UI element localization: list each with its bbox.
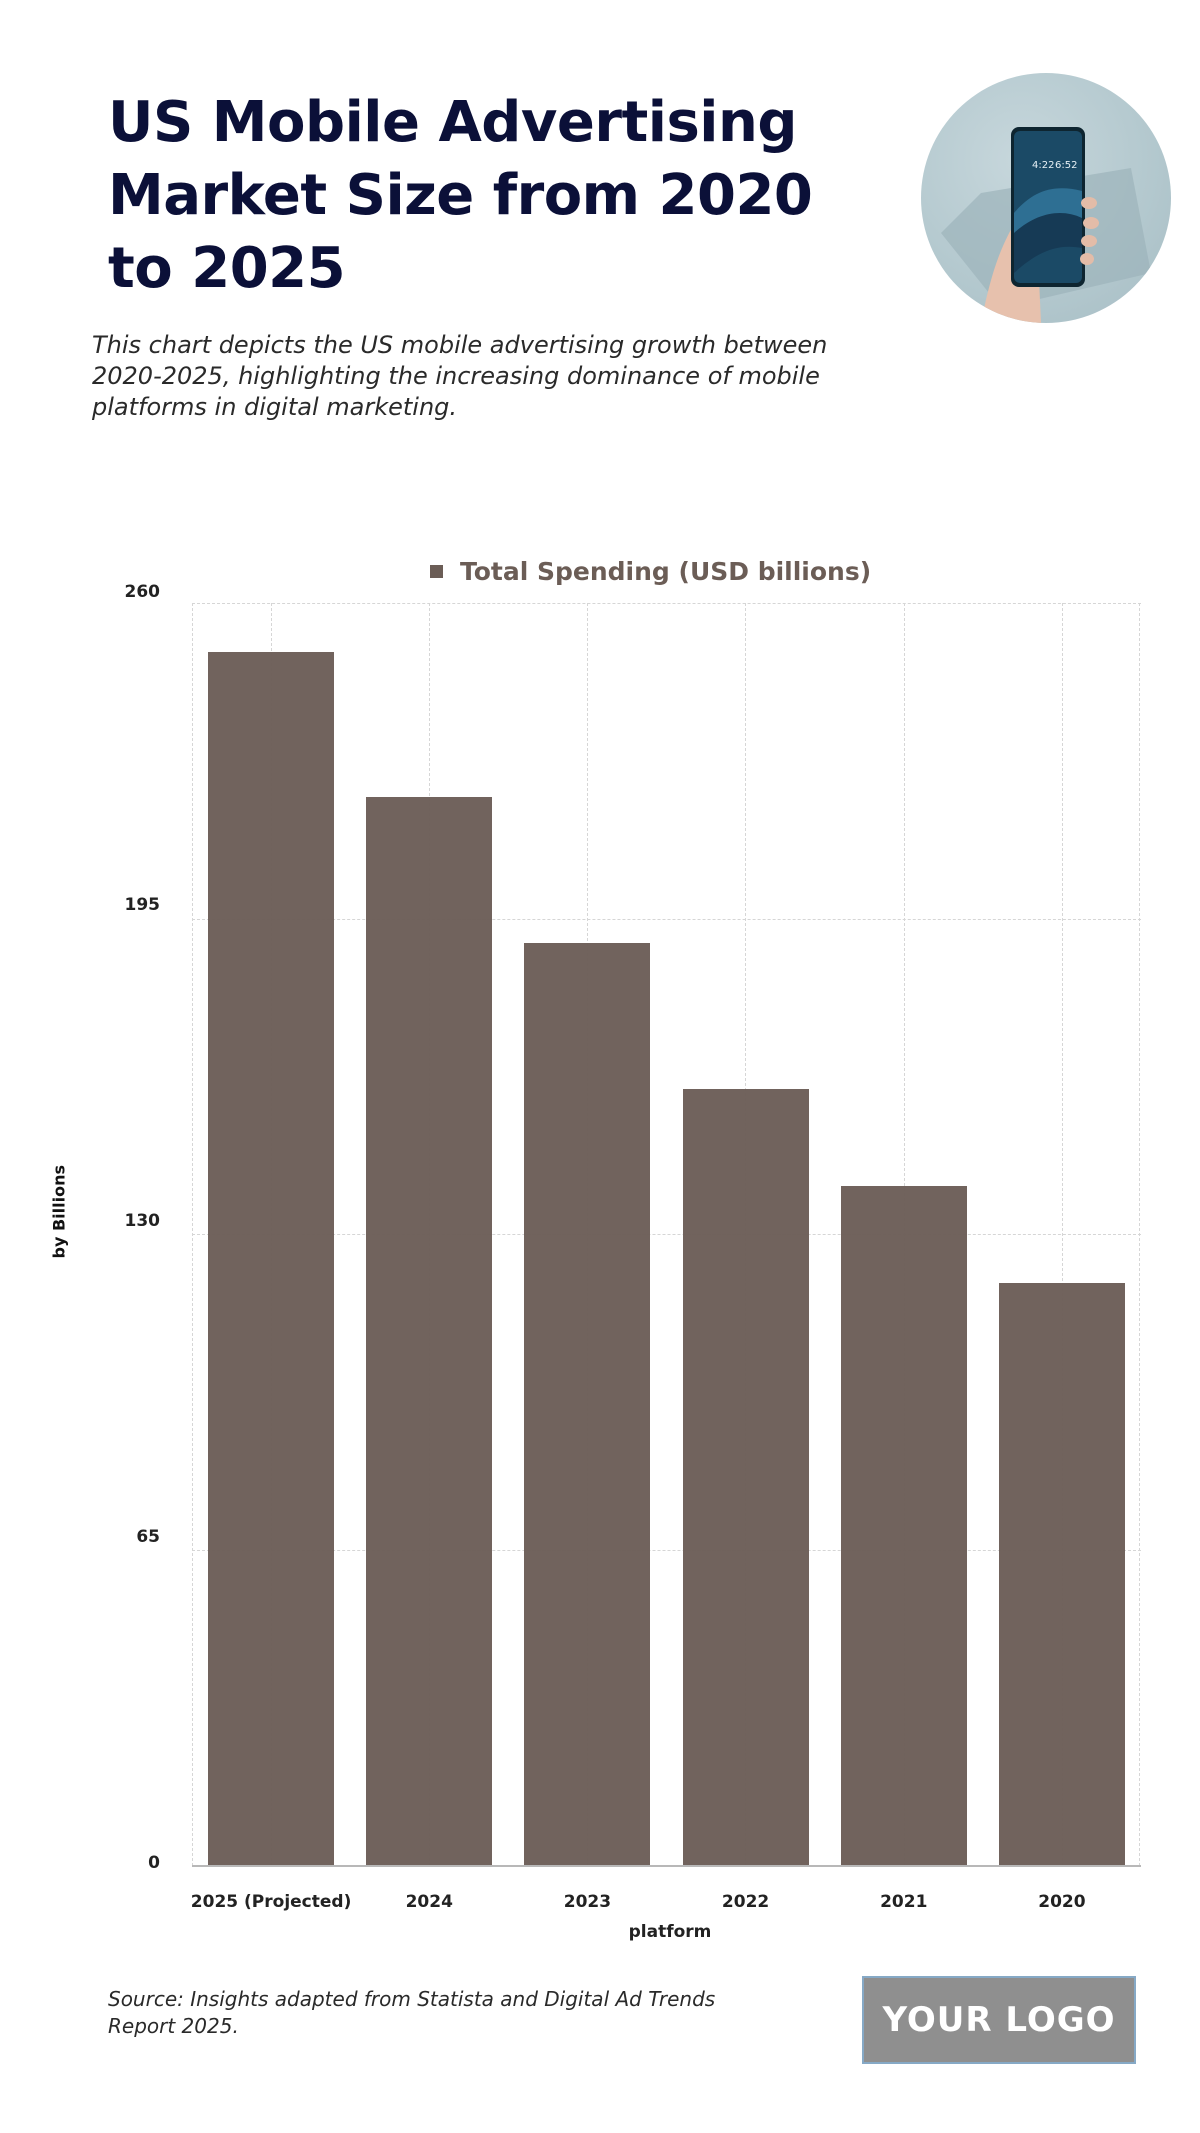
chart-legend[interactable]: Total Spending (USD billions) <box>430 554 871 588</box>
gridline-65 <box>192 1550 1141 1551</box>
x-tick-label: 2023 <box>563 1892 612 1912</box>
bar-2023[interactable] <box>524 943 651 1866</box>
x-tick-label: 2021 <box>880 1892 928 1912</box>
x-tick-label: 2025 (Projected) <box>190 1892 352 1912</box>
svg-text:6:52: 6:52 <box>1055 160 1077 171</box>
y-tick-65: 65 <box>136 1527 160 1547</box>
y-tick-195: 195 <box>124 895 161 915</box>
svg-text:4:22: 4:22 <box>1032 160 1054 171</box>
y-tick-0: 0 <box>148 1853 160 1873</box>
y-tick-260: 260 <box>124 582 161 602</box>
gridline-260 <box>192 603 1141 604</box>
x-axis-line <box>192 1865 1141 1867</box>
gridline-195 <box>192 919 1141 920</box>
legend-swatch-icon <box>430 564 443 578</box>
bar-2020[interactable] <box>998 1283 1125 1866</box>
x-tick-label: 2022 <box>721 1892 770 1912</box>
bar-2022[interactable] <box>682 1088 809 1866</box>
smartphone-photo-icon: 4:22 6:52 <box>941 127 1151 323</box>
legend-label: Total Spending (USD billions) <box>460 556 872 586</box>
gridline-right <box>1139 603 1140 1866</box>
gridline-cat-6 <box>1062 603 1063 1866</box>
bar-2024[interactable] <box>366 797 493 1866</box>
page-title: US Mobile Advertising Market Size from 2… <box>108 90 813 301</box>
y-axis-label: by Billions <box>49 1165 69 1259</box>
bar-2021[interactable] <box>840 1185 967 1866</box>
gridline-left <box>192 603 193 1866</box>
logo-placeholder[interactable]: YOUR LOGO <box>862 1976 1136 2064</box>
x-tick-label: 2024 <box>405 1892 453 1912</box>
plot-area <box>192 603 1141 1867</box>
hand-holding-phone-image: 4:22 6:52 <box>921 73 1171 323</box>
bar-2025-projected[interactable] <box>208 651 335 1866</box>
x-tick-label: 2020 <box>1038 1892 1086 1912</box>
source-note: Source: Insights adapted from Statista a… <box>108 1987 716 2038</box>
gridline-130 <box>192 1234 1141 1235</box>
chart-description: This chart depicts the US mobile adverti… <box>92 331 828 421</box>
x-axis-label: platform <box>628 1922 712 1942</box>
y-tick-130: 130 <box>124 1211 161 1231</box>
logo-text: YOUR LOGO <box>882 2000 1116 2040</box>
